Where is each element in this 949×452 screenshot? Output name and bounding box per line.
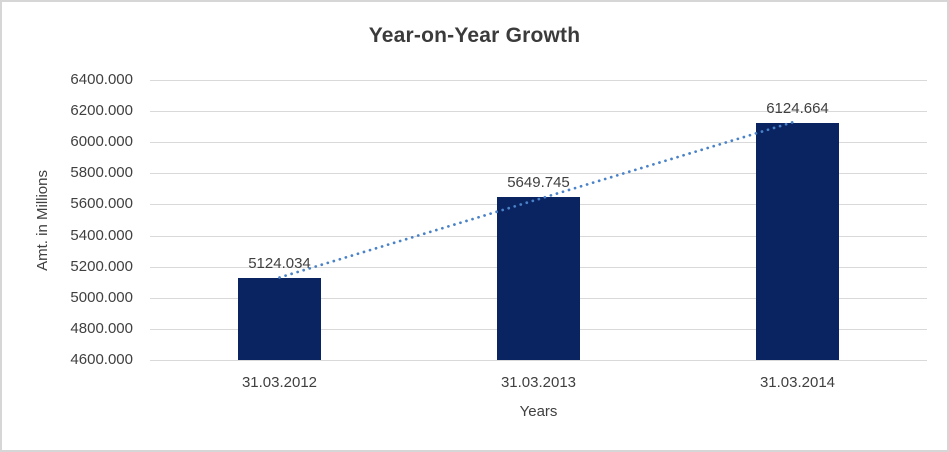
y-tick-label: 5200.000: [70, 257, 133, 275]
chart-title: Year-on-Year Growth: [368, 24, 581, 47]
data-label: 5649.745: [507, 173, 570, 191]
trendline: [278, 119, 799, 279]
y-tick-label: 6400.000: [70, 71, 133, 88]
y-tick-label: 5600.000: [70, 195, 133, 213]
y-tick-label: 5000.000: [70, 288, 133, 306]
plot-area: 5124.034 5649.745 6124.664: [150, 80, 927, 361]
x-tick-label: 31.03.2012: [241, 374, 318, 391]
y-tick-label: 4800.000: [70, 319, 133, 337]
gridline: [150, 111, 927, 113]
x-axis-ticks: 31.03.2012 31.03.2013 31.03.2014: [150, 373, 927, 393]
x-tick-label: 31.03.2013: [500, 374, 577, 391]
y-tick-label: 6200.000: [70, 102, 133, 120]
y-tick-label: 6000.000: [70, 133, 133, 151]
bar: [238, 278, 321, 360]
gridline: [150, 80, 927, 81]
y-tick-label: 4600.000: [70, 351, 133, 368]
y-axis-ticks: 6400.000 6200.000 6000.000 5800.000 5600.000…: [2, 71, 133, 368]
gridline: [150, 173, 927, 175]
x-axis-title: Years: [519, 403, 558, 420]
data-label: 6124.664: [766, 99, 829, 117]
data-label: 5124.034: [248, 255, 311, 273]
gridline: [150, 142, 927, 144]
y-tick-label: 5400.000: [70, 226, 133, 244]
bar: [756, 122, 839, 360]
bar: [497, 196, 580, 360]
gridline: [150, 360, 927, 361]
y-tick-label: 5800.000: [70, 164, 133, 182]
x-tick-label: 31.03.2014: [759, 374, 836, 391]
